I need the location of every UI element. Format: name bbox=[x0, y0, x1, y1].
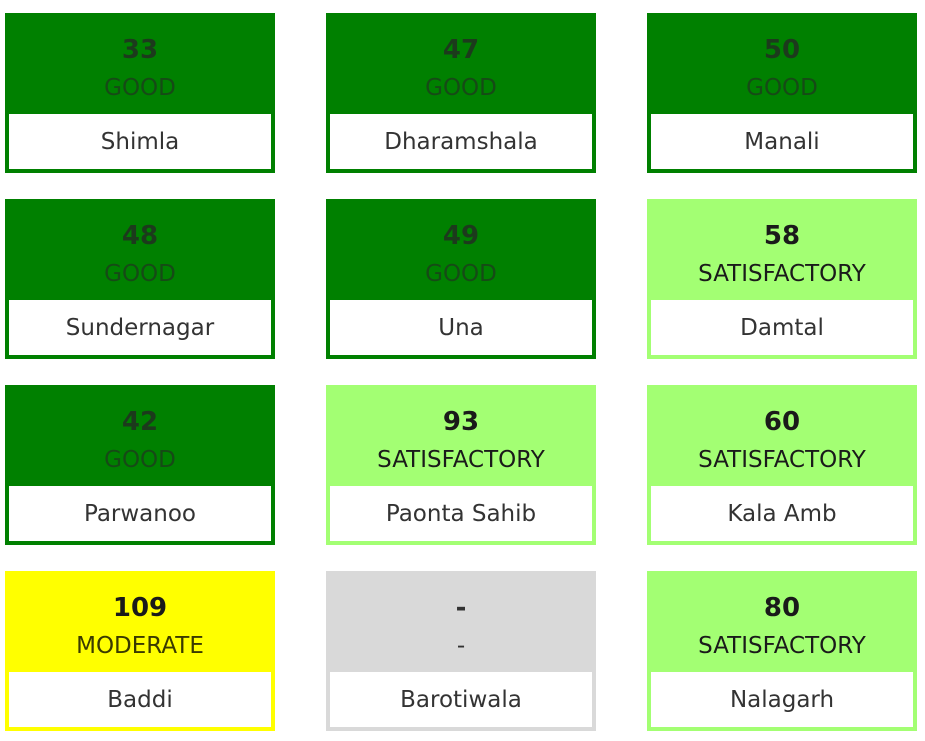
station-name: Baddi bbox=[9, 672, 271, 727]
aqi-panel: 47 GOOD bbox=[330, 17, 592, 114]
aqi-value: 80 bbox=[763, 593, 801, 623]
aqi-category: GOOD bbox=[104, 261, 176, 287]
aqi-category: GOOD bbox=[425, 75, 497, 101]
aqi-category: MODERATE bbox=[76, 633, 204, 659]
aqi-panel: 33 GOOD bbox=[9, 17, 271, 114]
aqi-category: GOOD bbox=[104, 447, 176, 473]
aqi-station-grid: 33 GOOD Shimla 47 GOOD Dharamshala 50 GO… bbox=[5, 13, 917, 731]
aqi-value: 33 bbox=[121, 35, 159, 65]
station-name: Nalagarh bbox=[651, 672, 913, 727]
aqi-panel: 42 GOOD bbox=[9, 389, 271, 486]
station-card-barotiwala[interactable]: - - Barotiwala bbox=[326, 571, 596, 731]
station-card-kala-amb[interactable]: 60 SATISFACTORY Kala Amb bbox=[647, 385, 917, 545]
aqi-panel: 60 SATISFACTORY bbox=[651, 389, 913, 486]
station-name: Sundernagar bbox=[9, 300, 271, 355]
aqi-panel: 48 GOOD bbox=[9, 203, 271, 300]
station-card-sundernagar[interactable]: 48 GOOD Sundernagar bbox=[5, 199, 275, 359]
station-name: Paonta Sahib bbox=[330, 486, 592, 541]
station-name: Damtal bbox=[651, 300, 913, 355]
station-name: Parwanoo bbox=[9, 486, 271, 541]
station-card-shimla[interactable]: 33 GOOD Shimla bbox=[5, 13, 275, 173]
station-card-paonta-sahib[interactable]: 93 SATISFACTORY Paonta Sahib bbox=[326, 385, 596, 545]
aqi-value: 47 bbox=[442, 35, 480, 65]
aqi-category: GOOD bbox=[746, 75, 818, 101]
aqi-panel: 58 SATISFACTORY bbox=[651, 203, 913, 300]
station-name: Barotiwala bbox=[330, 672, 592, 727]
aqi-panel: - - bbox=[330, 575, 592, 672]
aqi-value: 93 bbox=[442, 407, 480, 437]
station-card-parwanoo[interactable]: 42 GOOD Parwanoo bbox=[5, 385, 275, 545]
aqi-category: SATISFACTORY bbox=[377, 447, 545, 473]
aqi-panel: 80 SATISFACTORY bbox=[651, 575, 913, 672]
aqi-category: GOOD bbox=[425, 261, 497, 287]
aqi-value: 60 bbox=[763, 407, 801, 437]
station-name: Una bbox=[330, 300, 592, 355]
station-name: Manali bbox=[651, 114, 913, 169]
aqi-value: 49 bbox=[442, 221, 480, 251]
aqi-value: 58 bbox=[763, 221, 801, 251]
aqi-panel: 49 GOOD bbox=[330, 203, 592, 300]
aqi-value: 50 bbox=[763, 35, 801, 65]
station-card-una[interactable]: 49 GOOD Una bbox=[326, 199, 596, 359]
aqi-value: 42 bbox=[121, 407, 159, 437]
aqi-panel: 93 SATISFACTORY bbox=[330, 389, 592, 486]
aqi-category: - bbox=[456, 633, 466, 659]
station-card-nalagarh[interactable]: 80 SATISFACTORY Nalagarh bbox=[647, 571, 917, 731]
station-name: Dharamshala bbox=[330, 114, 592, 169]
aqi-value: - bbox=[455, 593, 467, 623]
aqi-value: 109 bbox=[112, 593, 168, 623]
aqi-panel: 109 MODERATE bbox=[9, 575, 271, 672]
aqi-category: SATISFACTORY bbox=[698, 447, 866, 473]
aqi-category: SATISFACTORY bbox=[698, 261, 866, 287]
station-card-manali[interactable]: 50 GOOD Manali bbox=[647, 13, 917, 173]
aqi-value: 48 bbox=[121, 221, 159, 251]
aqi-panel: 50 GOOD bbox=[651, 17, 913, 114]
station-card-baddi[interactable]: 109 MODERATE Baddi bbox=[5, 571, 275, 731]
station-name: Kala Amb bbox=[651, 486, 913, 541]
station-card-damtal[interactable]: 58 SATISFACTORY Damtal bbox=[647, 199, 917, 359]
station-card-dharamshala[interactable]: 47 GOOD Dharamshala bbox=[326, 13, 596, 173]
aqi-category: SATISFACTORY bbox=[698, 633, 866, 659]
aqi-category: GOOD bbox=[104, 75, 176, 101]
station-name: Shimla bbox=[9, 114, 271, 169]
